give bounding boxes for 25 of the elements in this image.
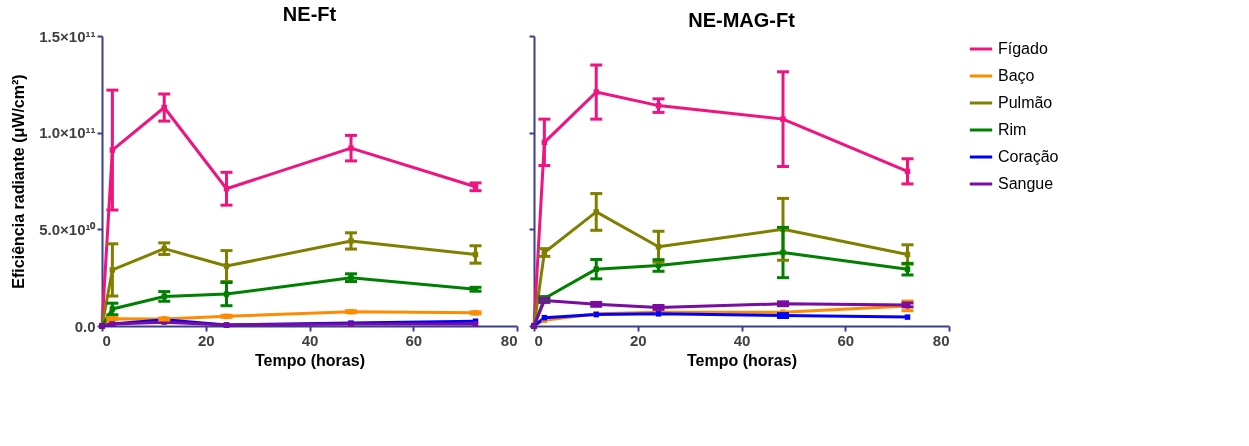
x-tick-label: 20 [197,331,215,349]
y-tick-label: 0.0 [74,317,96,335]
x-axis-title: Tempo (horas) [255,351,365,369]
legend-label: Sangue [998,175,1054,192]
y-tick-label: 1.0×10¹¹ [39,124,96,142]
legend-label: Coração [998,148,1059,165]
chart-title: NE-MAG-Ft [688,9,796,31]
x-tick-label: 40 [733,331,751,349]
legend-label: Rim [998,121,1027,138]
y-axis-title: Eficiência radiante (μW/cm²) [10,74,28,289]
x-tick-label: 40 [301,331,319,349]
chart-title: NE-Ft [282,3,337,25]
x-tick-label: 0 [534,331,543,349]
y-tick-label: 1.5×10¹¹ [39,27,96,45]
legend-label: Fígado [998,40,1048,57]
legend-label: Pulmão [998,94,1053,111]
x-tick-label: 60 [837,331,855,349]
legend-label: Baço [998,67,1035,84]
x-tick-label: 80 [500,331,518,349]
x-axis-title: Tempo (horas) [687,351,797,369]
x-tick-label: 0 [102,331,111,349]
x-tick-label: 20 [629,331,647,349]
x-tick-label: 60 [405,331,423,349]
x-tick-label: 80 [932,331,950,349]
y-tick-label: 5.0×10¹⁰ [39,220,97,238]
